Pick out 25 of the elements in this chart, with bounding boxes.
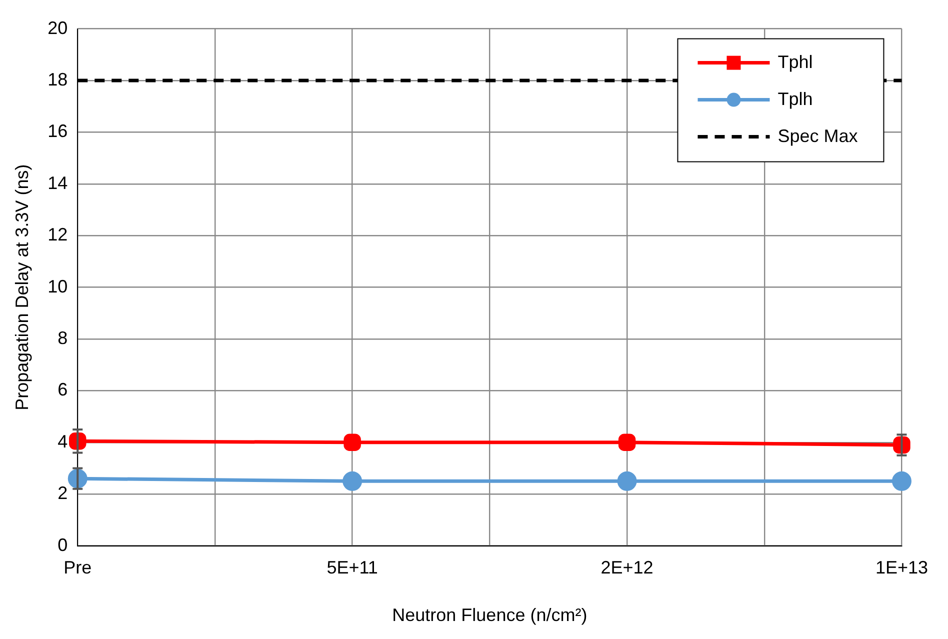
legend-label: Spec Max — [778, 126, 858, 146]
y-tick-label: 14 — [48, 172, 68, 193]
x-tick-label: 2E+12 — [600, 558, 654, 578]
point — [617, 471, 637, 491]
point — [892, 471, 912, 491]
y-tick-label: 0 — [58, 534, 68, 555]
point — [618, 434, 636, 452]
x-tick-label: 5E+11 — [326, 558, 378, 578]
y-tick-label: 20 — [48, 18, 68, 38]
y-tick-label: 10 — [48, 276, 68, 296]
x-tick-label: 1E+13 — [875, 558, 928, 578]
y-tick-label: 4 — [58, 431, 68, 452]
y-tick-label: 18 — [48, 69, 68, 90]
legend-label: Tphl — [778, 52, 813, 72]
x-axis-title: Neutron Fluence (n/cm²) — [392, 605, 588, 626]
y-tick-label: 16 — [48, 121, 68, 142]
point — [344, 434, 361, 452]
legend-label: Tplh — [778, 88, 813, 109]
point — [342, 471, 362, 491]
y-tick-label: 8 — [58, 328, 68, 348]
y-axis-title: Propagation Delay at 3.3V (ns) — [12, 164, 32, 410]
y-tick-label: 6 — [58, 380, 68, 400]
x-tick-label: Pre — [64, 558, 92, 578]
y-tick-label: 12 — [48, 224, 68, 245]
y-tick-label: 2 — [58, 483, 68, 504]
